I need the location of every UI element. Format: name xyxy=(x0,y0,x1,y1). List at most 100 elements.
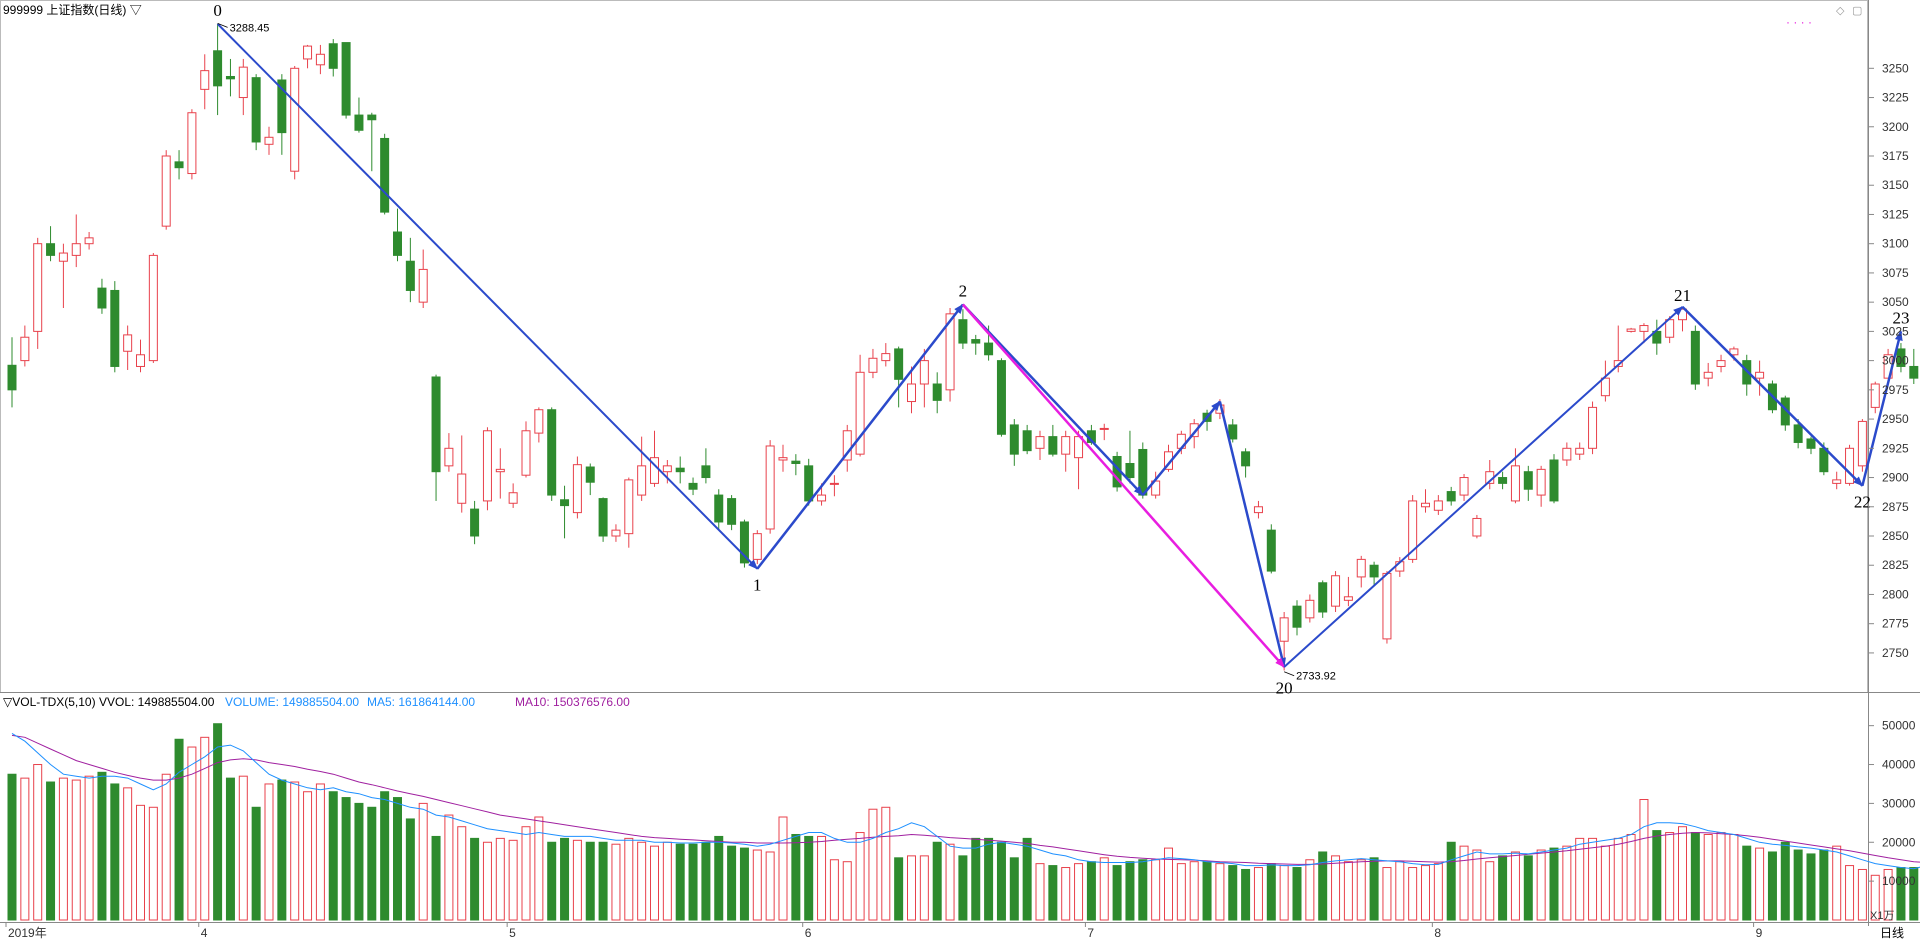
volume-bar-down xyxy=(470,837,480,921)
candle-up xyxy=(1253,506,1263,514)
candle-up xyxy=(508,492,518,504)
extreme-price-label: 2733.92 xyxy=(1296,671,1336,683)
volume-bar-up xyxy=(1215,863,1225,921)
candle-up xyxy=(919,360,929,385)
volume-bar-up xyxy=(187,746,197,921)
candles-group xyxy=(7,23,1919,671)
vol-tick-label: 40000 xyxy=(1882,758,1916,772)
candle-up xyxy=(842,430,852,461)
candle-up xyxy=(1279,617,1289,642)
price-tick-label: 2775 xyxy=(1882,617,1909,631)
vol-tick-label: 30000 xyxy=(1882,796,1916,810)
wave-line xyxy=(1861,330,1903,487)
candle-up xyxy=(1189,423,1199,438)
volume-bar-up xyxy=(778,816,788,921)
volume-bar-down xyxy=(1742,845,1752,921)
vol-tick-label: 20000 xyxy=(1882,835,1916,849)
volume-bar-up xyxy=(1433,863,1443,921)
candle-down xyxy=(804,465,814,502)
volume-bar-down xyxy=(727,845,737,921)
candle-up xyxy=(444,447,454,467)
volume-bar-up xyxy=(161,773,171,921)
candle-up xyxy=(1755,371,1765,379)
volume-bar-down xyxy=(675,843,685,921)
volume-bar-down xyxy=(1819,849,1829,921)
wave-line xyxy=(1681,305,1864,487)
volume-bar-up xyxy=(1575,837,1585,921)
candle-up xyxy=(71,243,81,256)
volume-bar-down xyxy=(341,797,351,921)
candle-down xyxy=(7,364,17,391)
vol-unit-label: X1万 xyxy=(1870,910,1894,922)
volume-bar-down xyxy=(1652,830,1662,921)
vol-vvol-value: VVOL: 149885504.00 xyxy=(99,695,215,709)
volume-bar-up xyxy=(1832,845,1842,921)
candle-up xyxy=(881,353,891,362)
candle-down xyxy=(367,114,377,121)
volume-bar-up xyxy=(303,791,313,921)
chart-title[interactable]: 999999 上证指数(日线) ▽ xyxy=(3,2,142,17)
volume-bar-up xyxy=(765,851,775,921)
period-label[interactable]: 日线 xyxy=(1880,926,1904,940)
volume-bar-down xyxy=(1498,855,1508,921)
window-control-diamond-icon[interactable]: ◇ xyxy=(1836,5,1845,17)
volume-bar-up xyxy=(508,839,518,921)
volume-bar-up xyxy=(1331,855,1341,921)
volume-bar-up xyxy=(1639,799,1649,921)
volume-bar-up xyxy=(1716,832,1726,921)
candle-up xyxy=(1845,447,1855,484)
volume-bar-up xyxy=(457,826,467,921)
candle-up xyxy=(136,354,145,367)
candle-down xyxy=(1690,330,1700,385)
candle-down xyxy=(341,42,351,116)
candle-up xyxy=(482,430,492,502)
wave-label-22: 22 xyxy=(1854,493,1871,512)
volume-bar-up xyxy=(315,783,325,921)
wave-label-1: 1 xyxy=(753,576,762,595)
price-tick-label: 3025 xyxy=(1882,324,1909,338)
candle-up xyxy=(778,457,788,461)
volume-bar-up xyxy=(1472,849,1482,921)
volume-bar-up xyxy=(1536,849,1546,921)
candle-down xyxy=(1292,605,1302,628)
volume-bar-up xyxy=(1382,867,1392,921)
volume-bar-down xyxy=(1549,847,1559,921)
volume-bar-up xyxy=(1395,861,1405,921)
candle-down xyxy=(1369,564,1379,578)
candle-up xyxy=(1061,436,1071,455)
volume-bar-down xyxy=(971,837,981,921)
candle-up xyxy=(855,371,865,455)
volume-bar-up xyxy=(829,859,839,921)
window-control-restore-icon[interactable]: ▢ xyxy=(1852,5,1862,17)
candle-up xyxy=(1035,436,1045,449)
volume-bar-up xyxy=(84,775,94,921)
volume-bar-up xyxy=(1176,863,1186,921)
candle-down xyxy=(213,50,223,87)
vol-indicator-name[interactable]: ▽VOL-TDX(5,10) xyxy=(3,695,96,709)
volume-bar-down xyxy=(431,835,441,921)
candle-down xyxy=(1048,436,1058,455)
extreme-pointer xyxy=(217,22,228,28)
candle-down xyxy=(791,460,801,465)
volume-bar-down xyxy=(1909,867,1919,921)
candle-down xyxy=(598,498,608,537)
volume-bar-up xyxy=(1253,867,1263,921)
candle-up xyxy=(187,112,197,175)
volume-bar-down xyxy=(1767,851,1777,921)
volume-bar-up xyxy=(907,855,916,921)
candle-down xyxy=(1266,529,1276,572)
candle-up xyxy=(637,465,647,496)
candle-down xyxy=(1125,463,1135,479)
candle-up xyxy=(1562,447,1572,461)
candle-up xyxy=(1639,325,1649,332)
x-month-label: 8 xyxy=(1434,926,1441,940)
volume-bar-up xyxy=(1099,857,1109,921)
volume-bar-up xyxy=(919,855,929,921)
volume-bar-up xyxy=(868,808,878,921)
volume-bar-down xyxy=(739,847,749,921)
x-month-ticks: 2019年45678910 xyxy=(5,922,1763,940)
volume-bar-up xyxy=(1151,859,1161,921)
candle-up xyxy=(1382,572,1392,640)
price-tick-label: 3075 xyxy=(1882,266,1909,280)
